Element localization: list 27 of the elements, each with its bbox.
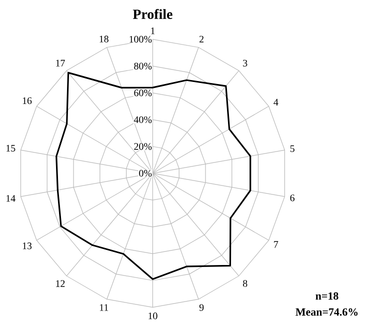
spoke-label: 15 bbox=[6, 144, 16, 152]
y-tick-label: 20% bbox=[134, 143, 152, 150]
spoke-label: 2 bbox=[199, 36, 204, 42]
spoke-label: 3 bbox=[243, 60, 248, 67]
spoke-label: 5 bbox=[290, 145, 294, 152]
y-tick-label: 60% bbox=[134, 90, 152, 96]
spoke-label: 1 bbox=[151, 28, 155, 34]
y-tick-label: 40% bbox=[134, 116, 152, 124]
text: Mean=74.6% bbox=[296, 308, 358, 316]
spoke-label: 18 bbox=[100, 36, 108, 42]
spoke-label: 6 bbox=[290, 194, 295, 202]
spoke-label: 4 bbox=[274, 98, 278, 106]
y-tick-label: 80% bbox=[134, 62, 152, 70]
spoke-label: 9 bbox=[199, 304, 204, 311]
spoke-label: 13 bbox=[22, 242, 32, 250]
spoke-label: 17 bbox=[56, 60, 65, 66]
y-tick-label: 100% bbox=[130, 36, 152, 43]
text: n=18 bbox=[316, 292, 338, 300]
spoke-label: 12 bbox=[56, 280, 65, 287]
spoke-label: 14 bbox=[6, 195, 16, 202]
spoke-label: 8 bbox=[242, 280, 248, 287]
y-tick-label: 0% bbox=[139, 170, 152, 177]
spoke-label: 16 bbox=[22, 97, 32, 104]
spoke-label: 7 bbox=[274, 241, 278, 248]
chart-title: Profile bbox=[132, 9, 172, 19]
spoke-label: 11 bbox=[100, 304, 108, 311]
spoke-label: 10 bbox=[148, 312, 158, 320]
